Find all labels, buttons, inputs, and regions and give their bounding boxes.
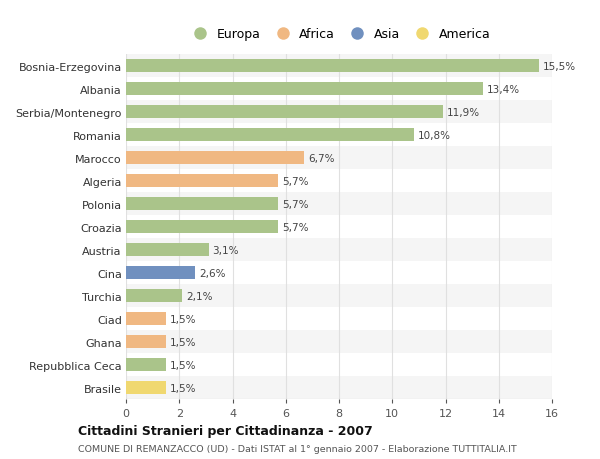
Legend: Europa, Africa, Asia, America: Europa, Africa, Asia, America: [182, 23, 496, 46]
Bar: [126, 330, 552, 353]
Bar: [126, 308, 552, 330]
Text: 1,5%: 1,5%: [170, 314, 196, 324]
Bar: [126, 198, 278, 211]
Text: 11,9%: 11,9%: [447, 107, 480, 118]
Bar: [126, 55, 552, 78]
Bar: [126, 78, 552, 101]
Text: 5,7%: 5,7%: [282, 199, 308, 209]
Text: 1,5%: 1,5%: [170, 383, 196, 393]
Bar: [126, 147, 552, 170]
Bar: [126, 106, 443, 119]
Bar: [126, 267, 195, 280]
Text: 5,7%: 5,7%: [282, 176, 308, 186]
Bar: [126, 313, 166, 325]
Text: COMUNE DI REMANZACCO (UD) - Dati ISTAT al 1° gennaio 2007 - Elaborazione TUTTITA: COMUNE DI REMANZACCO (UD) - Dati ISTAT a…: [78, 444, 517, 453]
Text: 6,7%: 6,7%: [308, 153, 335, 163]
Text: 5,7%: 5,7%: [282, 222, 308, 232]
Bar: [126, 285, 552, 308]
Bar: [126, 83, 483, 96]
Bar: [126, 124, 552, 147]
Text: Cittadini Stranieri per Cittadinanza - 2007: Cittadini Stranieri per Cittadinanza - 2…: [78, 424, 373, 437]
Bar: [126, 376, 552, 399]
Bar: [126, 175, 278, 188]
Bar: [126, 244, 209, 257]
Bar: [126, 170, 552, 193]
Text: 13,4%: 13,4%: [487, 84, 520, 95]
Bar: [126, 60, 539, 73]
Bar: [126, 290, 182, 302]
Bar: [126, 216, 552, 239]
Text: 1,5%: 1,5%: [170, 360, 196, 370]
Text: 2,6%: 2,6%: [199, 268, 226, 278]
Bar: [126, 262, 552, 285]
Text: 15,5%: 15,5%: [542, 62, 576, 72]
Bar: [126, 336, 166, 348]
Bar: [126, 358, 166, 371]
Bar: [126, 152, 304, 165]
Bar: [126, 381, 166, 394]
Bar: [126, 101, 552, 124]
Bar: [126, 239, 552, 262]
Bar: [126, 193, 552, 216]
Bar: [126, 353, 552, 376]
Text: 10,8%: 10,8%: [418, 130, 451, 140]
Text: 1,5%: 1,5%: [170, 337, 196, 347]
Text: 3,1%: 3,1%: [212, 245, 239, 255]
Bar: [126, 221, 278, 234]
Text: 2,1%: 2,1%: [186, 291, 212, 301]
Bar: [126, 129, 413, 142]
